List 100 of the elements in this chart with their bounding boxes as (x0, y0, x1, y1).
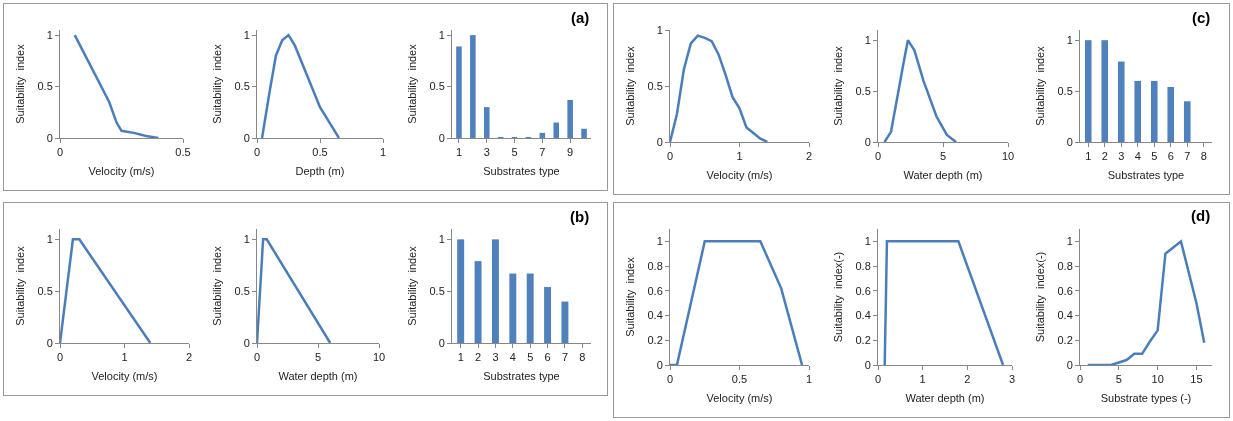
x-tick-label: 0 (874, 373, 882, 386)
y-axis-title: Suitability index (211, 43, 224, 124)
x-tick-label: 10 (372, 351, 386, 364)
x-tick-label: 10 (1151, 373, 1164, 386)
y-tick-label: 1 (864, 235, 871, 248)
y-tick-label: 0.5 (234, 285, 250, 298)
x-tick-label: 2 (1101, 150, 1108, 163)
bar (544, 287, 552, 343)
x-tick-label: 3 (483, 146, 490, 159)
y-tick-label: 0.8 (855, 259, 871, 272)
text: (a) (571, 9, 590, 26)
x-tick-label: 0 (253, 351, 261, 364)
y-tick-label: 0.2 (855, 334, 871, 347)
y-tick-label: 0.5 (234, 80, 250, 93)
x-tick-label: 2 (805, 150, 813, 163)
bar (1183, 101, 1191, 142)
y-tick-label: 1 (864, 34, 871, 47)
x-tick-label: 0 (56, 351, 64, 364)
y-tick-label: 1 (243, 233, 250, 246)
x-axis-title: Velocity (m/s) (88, 165, 155, 178)
x-tick-label: 2 (475, 351, 482, 364)
bar (1084, 40, 1092, 142)
x-axis-title: Substrates type (1107, 169, 1185, 182)
bar (553, 122, 560, 138)
y-axis-title: Suitability index (832, 45, 845, 126)
y-tick-label: 0.6 (855, 284, 871, 297)
y-tick-label: 0 (243, 131, 250, 144)
x-tick-label: 8 (579, 351, 586, 364)
x-tick-label: 0 (666, 373, 674, 386)
bar (581, 128, 587, 138)
y-tick-label: 0.5 (37, 285, 53, 298)
x-tick-label: 3 (1008, 373, 1016, 386)
x-tick-label: 3 (492, 351, 499, 364)
y-axis-title: Suitability index(-) (1034, 251, 1047, 343)
x-tick-label: 6 (544, 351, 551, 364)
y-tick-label: 1 (656, 235, 663, 248)
x-tick-label: 1 (736, 150, 743, 163)
x-tick-label: 9 (567, 146, 574, 159)
line-series (1086, 240, 1206, 365)
x-axis-title: Water depth (m) (903, 169, 983, 182)
text: (c) (1192, 9, 1211, 26)
x-tick-label: 1 (1085, 150, 1092, 163)
x-tick-label: 5 (511, 146, 518, 159)
bar (1117, 61, 1125, 142)
y-tick-label: 0.8 (647, 259, 663, 272)
x-axis-title: Velocity (m/s) (91, 370, 158, 383)
bar (561, 301, 569, 343)
y-tick-label: 1 (1066, 34, 1073, 47)
x-tick-label: 10 (1001, 150, 1015, 163)
y-tick-label: 0 (438, 131, 445, 144)
y-tick-label: 1 (438, 28, 445, 41)
line-series (73, 33, 160, 138)
y-axis-title: Suitability index (1034, 45, 1047, 126)
x-tick-label: 7 (1184, 150, 1191, 163)
y-tick-label: 0.5 (647, 79, 663, 92)
y-tick-label: 0.5 (429, 80, 445, 93)
x-axis-title: Substrates type (483, 370, 560, 383)
y-tick-label: 0 (243, 336, 250, 349)
y-tick-label: 0.6 (1057, 284, 1073, 297)
x-tick-label: 5 (314, 351, 322, 364)
y-axis-title: Suitability index (14, 245, 27, 326)
bar (474, 261, 482, 343)
line-series (260, 33, 341, 138)
x-tick-label: 3 (1118, 150, 1125, 163)
bar (526, 273, 534, 343)
y-axis-title: Suitability index (14, 43, 27, 124)
bar (456, 46, 462, 138)
y-tick-label: 0.5 (855, 84, 871, 97)
y-tick-label: 0.4 (855, 309, 871, 322)
bar (483, 107, 490, 138)
x-tick-label: 4 (509, 351, 516, 364)
x-tick-label: 0.5 (731, 373, 748, 386)
text: (b) (570, 208, 590, 225)
x-tick-label: 5 (1151, 150, 1158, 163)
y-axis-title: Suitability index (406, 43, 419, 124)
x-tick-label: 4 (1134, 150, 1141, 163)
x-tick-label: 1 (455, 146, 463, 159)
x-axis-title: Velocity (m/s) (706, 392, 773, 405)
x-tick-label: 5 (527, 351, 534, 364)
x-axis-title: Velocity (m/s) (706, 169, 773, 182)
bar (1167, 87, 1175, 142)
text: (d) (1191, 207, 1211, 224)
x-tick-label: 7 (539, 146, 546, 159)
y-axis-title: Suitability index(-) (832, 251, 845, 343)
y-tick-label: 1 (438, 233, 445, 246)
bar (1101, 40, 1109, 142)
x-tick-label: 7 (561, 351, 568, 364)
x-tick-label: 5 (1115, 373, 1122, 386)
x-tick-label: 1 (121, 351, 128, 364)
x-tick-label: 2 (185, 351, 193, 364)
bar (509, 273, 517, 343)
y-tick-label: 0.4 (1057, 309, 1073, 322)
x-axis-title: Substrates type (483, 165, 560, 178)
x-tick-label: 15 (1190, 373, 1203, 386)
y-axis-title: Suitability index (624, 256, 637, 337)
y-tick-label: 0.6 (647, 284, 663, 297)
y-tick-label: 0.4 (647, 309, 663, 322)
x-axis-title: Depth (m) (295, 165, 345, 178)
y-tick-label: 0.2 (1057, 334, 1073, 347)
x-tick-label: 0 (56, 146, 64, 159)
